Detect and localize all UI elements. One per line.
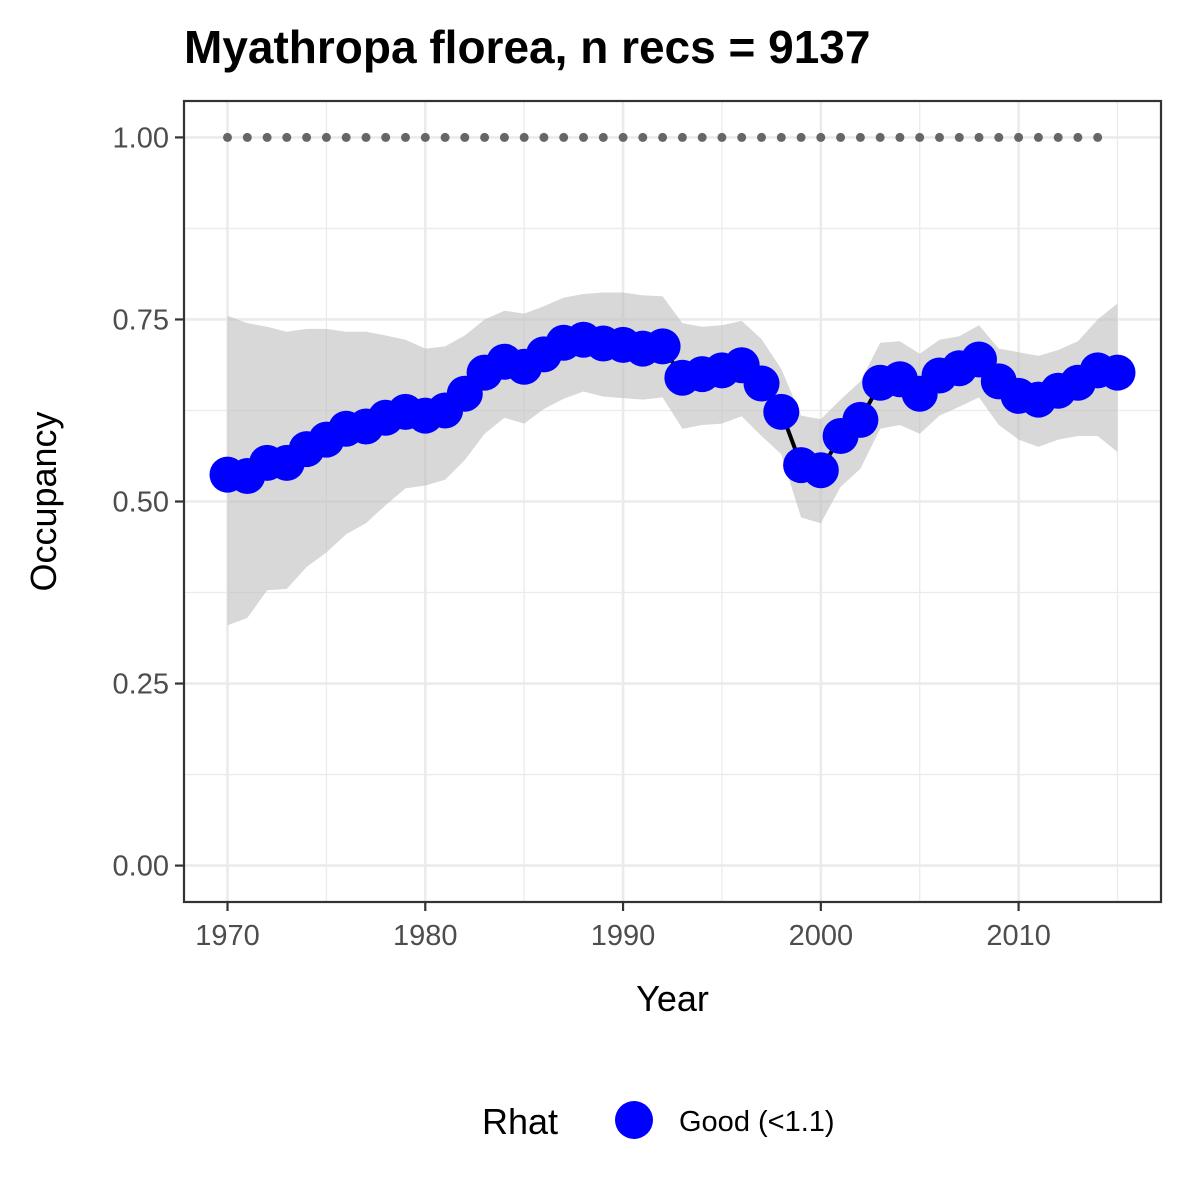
reference-point bbox=[559, 132, 569, 142]
reference-point bbox=[974, 132, 984, 142]
x-tick-label: 1980 bbox=[393, 920, 458, 952]
reference-point bbox=[1014, 132, 1024, 142]
axes: 0.00 0.25 0.50 0.75 1.00 1970 1980 1990 2000 2010 bbox=[113, 122, 1051, 952]
y-axis-label: Occupancy bbox=[23, 411, 64, 591]
reference-point bbox=[697, 132, 707, 142]
reference-point bbox=[954, 132, 964, 142]
y-tick-label: 0.00 bbox=[113, 851, 169, 883]
reference-point bbox=[816, 132, 826, 142]
y-tick-label: 0.50 bbox=[113, 487, 169, 519]
reference-point bbox=[757, 132, 766, 142]
reference-point bbox=[321, 132, 331, 142]
reference-point bbox=[361, 132, 371, 142]
reference-point bbox=[539, 132, 549, 142]
reference-point bbox=[302, 132, 312, 142]
reference-point bbox=[1033, 132, 1043, 142]
reference-point bbox=[737, 132, 747, 142]
reference-point bbox=[836, 132, 846, 142]
x-tick-label: 2000 bbox=[789, 920, 854, 952]
reference-point bbox=[855, 132, 865, 142]
reference-point bbox=[223, 132, 232, 142]
x-tick-label: 1990 bbox=[591, 920, 656, 952]
occupancy-point bbox=[743, 365, 780, 402]
y-tick-label: 0.25 bbox=[113, 669, 169, 701]
reference-point bbox=[341, 132, 351, 142]
reference-point bbox=[440, 132, 450, 142]
reference-point bbox=[994, 132, 1004, 142]
reference-point bbox=[579, 132, 588, 142]
reference-point bbox=[499, 132, 509, 142]
reference-point bbox=[935, 132, 944, 142]
reference-point bbox=[658, 132, 668, 142]
legend: Rhat Good (<1.1) bbox=[482, 1101, 835, 1142]
reference-points-group bbox=[223, 132, 1103, 142]
reference-point bbox=[480, 132, 490, 142]
reference-point bbox=[401, 132, 410, 142]
reference-point bbox=[915, 132, 925, 142]
reference-point bbox=[875, 132, 885, 142]
reference-point bbox=[262, 132, 272, 142]
reference-point bbox=[776, 132, 786, 142]
reference-point bbox=[282, 132, 292, 142]
y-tick-label: 0.75 bbox=[113, 304, 169, 336]
reference-point bbox=[1093, 132, 1103, 142]
reference-point bbox=[796, 132, 806, 142]
reference-point bbox=[1053, 132, 1063, 142]
reference-point bbox=[618, 132, 628, 142]
x-tick-label: 2010 bbox=[986, 920, 1051, 952]
x-tick-label: 1970 bbox=[195, 920, 260, 952]
reference-point bbox=[677, 132, 687, 142]
occupancy-point bbox=[802, 452, 839, 489]
y-tick-label: 1.00 bbox=[113, 122, 169, 154]
reference-point bbox=[638, 132, 648, 142]
x-axis-label: Year bbox=[636, 978, 709, 1019]
reference-point bbox=[519, 132, 529, 142]
occupancy-point bbox=[644, 328, 681, 365]
reference-point bbox=[381, 132, 391, 142]
reference-point bbox=[460, 132, 470, 142]
reference-point bbox=[420, 132, 430, 142]
occupancy-point bbox=[1099, 354, 1136, 391]
reference-point bbox=[1073, 132, 1083, 142]
occupancy-point bbox=[763, 393, 800, 430]
occupancy-point bbox=[842, 401, 879, 438]
reference-point bbox=[598, 132, 608, 142]
reference-point bbox=[717, 132, 727, 142]
chart-title: Myathropa florea, n recs = 9137 bbox=[184, 21, 870, 73]
legend-key-good bbox=[615, 1101, 653, 1139]
reference-point bbox=[895, 132, 905, 142]
occupancy-points-group bbox=[209, 321, 1136, 494]
legend-title: Rhat bbox=[482, 1101, 558, 1142]
legend-label-good: Good (<1.1) bbox=[679, 1106, 835, 1138]
reference-point bbox=[242, 132, 252, 142]
